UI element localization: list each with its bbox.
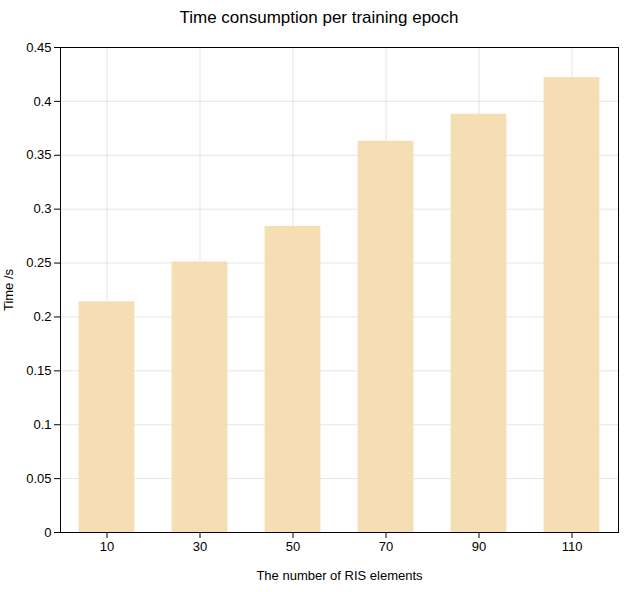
svg-text:0.4: 0.4	[33, 94, 51, 109]
svg-text:90: 90	[472, 539, 486, 554]
svg-text:0.15: 0.15	[26, 363, 51, 378]
svg-text:30: 30	[193, 539, 207, 554]
svg-text:0.45: 0.45	[26, 40, 51, 55]
svg-text:0.25: 0.25	[26, 255, 51, 270]
svg-text:Time /s: Time /s	[1, 268, 16, 311]
svg-text:110: 110	[562, 539, 583, 554]
svg-text:50: 50	[286, 539, 300, 554]
svg-text:0.35: 0.35	[26, 147, 51, 162]
svg-text:0.3: 0.3	[33, 201, 51, 216]
svg-text:0: 0	[44, 525, 51, 540]
svg-text:The number of RIS elements: The number of RIS elements	[256, 568, 423, 583]
svg-text:70: 70	[379, 539, 393, 554]
svg-text:0.1: 0.1	[33, 417, 51, 432]
html-text:Time consumption per training: Time consumption per training epoch	[179, 8, 459, 27]
svg-text:0.05: 0.05	[26, 471, 51, 486]
svg-text:0.2: 0.2	[33, 309, 51, 324]
svg-text:10: 10	[100, 539, 114, 554]
